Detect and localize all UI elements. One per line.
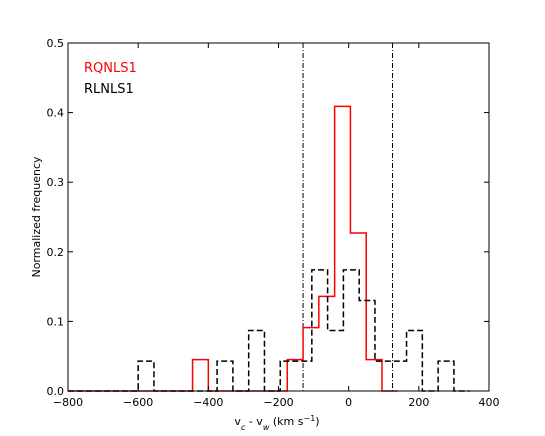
histogram-series bbox=[68, 105, 470, 392]
y-tick-label: 0.1 bbox=[47, 315, 65, 328]
legend: RQNLS1 RLNLS1 bbox=[84, 61, 137, 97]
y-tick-label: 0.0 bbox=[47, 385, 65, 398]
x-tick-label: −600 bbox=[123, 396, 153, 409]
legend-entry-rqnls1: RQNLS1 bbox=[84, 61, 137, 76]
y-tick-label: 0.5 bbox=[47, 37, 65, 50]
legend-entry-rlnls1: RLNLS1 bbox=[84, 82, 134, 97]
x-tick-label: 400 bbox=[479, 396, 500, 409]
x-tick-label: 200 bbox=[408, 396, 429, 409]
x-axis-label: vc - vw (km s−1) bbox=[234, 414, 319, 432]
x-tick-label: −400 bbox=[193, 396, 223, 409]
x-tick-label: −800 bbox=[53, 396, 83, 409]
series-rlnls1 bbox=[68, 269, 470, 392]
y-tick-label: 0.4 bbox=[47, 107, 65, 120]
x-tick-label: −200 bbox=[263, 396, 293, 409]
x-tick-label: 0 bbox=[345, 396, 352, 409]
axis-ticks: −800 −600 −400 −200 0 200 400 0.0 0.1 0.2 0.3 0.4 0.… bbox=[47, 37, 500, 409]
y-tick-label: 0.2 bbox=[47, 246, 65, 259]
series-rqnls1 bbox=[68, 105, 398, 392]
vertical-reference-lines bbox=[302, 43, 394, 391]
y-axis-label: Normalized frequency bbox=[30, 156, 43, 278]
y-tick-label: 0.3 bbox=[47, 176, 65, 189]
